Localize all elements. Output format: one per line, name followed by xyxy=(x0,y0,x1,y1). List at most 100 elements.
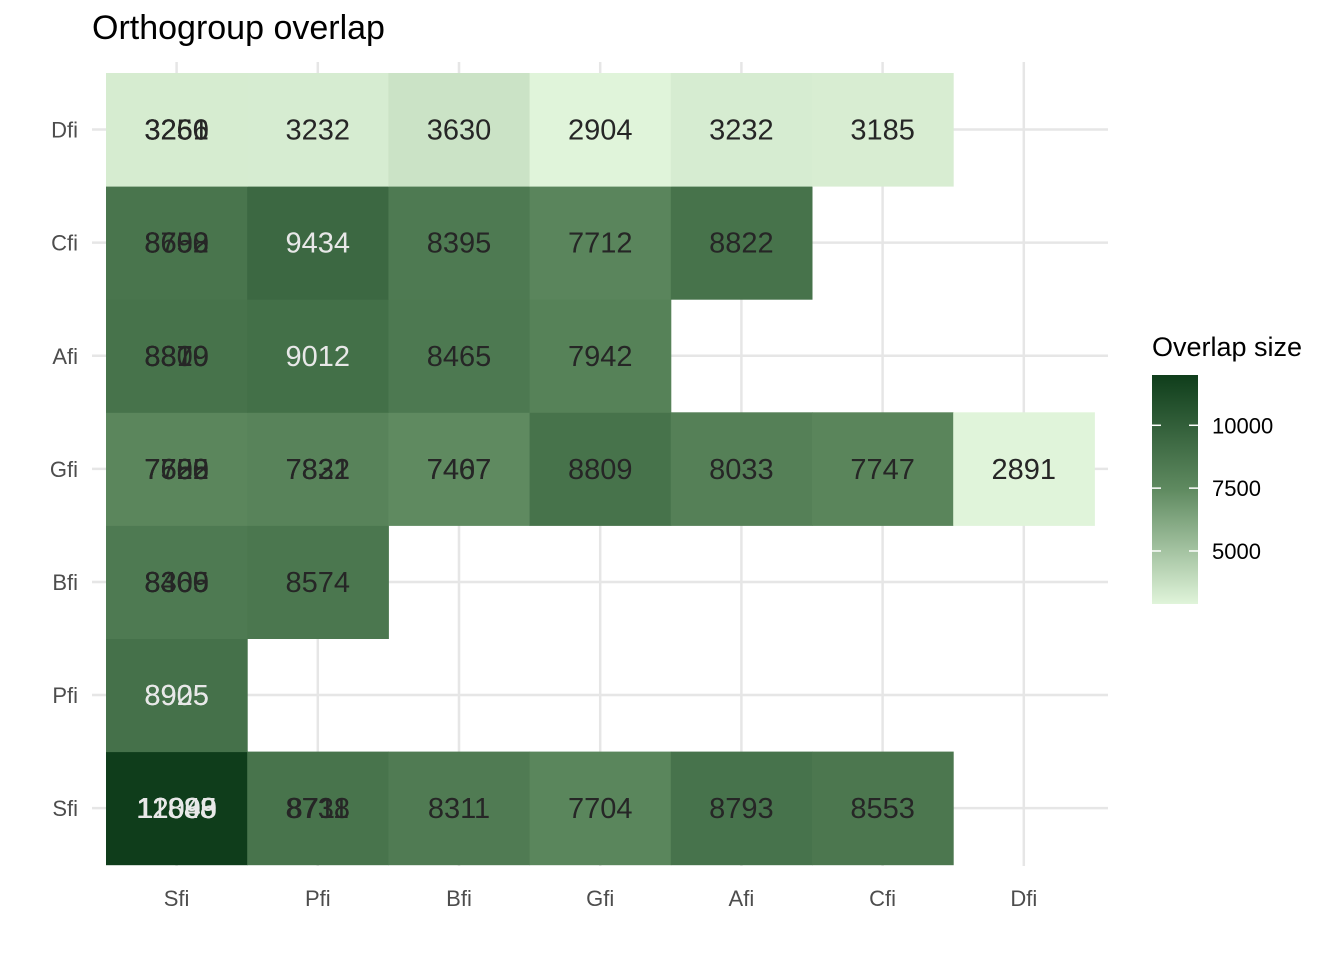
heatmap-cell xyxy=(529,412,672,526)
y-tick-label: Afi xyxy=(52,344,78,369)
heatmap-cell xyxy=(106,73,248,187)
heatmap-cell xyxy=(670,186,813,300)
heatmap-cell xyxy=(812,751,954,866)
cell-value-label: 8822 xyxy=(709,228,774,260)
cell-value-label: 8793 xyxy=(709,793,774,825)
legend-tick-label: 7500 xyxy=(1212,476,1261,501)
cell-value-label: 8309 xyxy=(144,567,209,599)
x-tick-label: Bfi xyxy=(446,886,472,911)
y-tick-label: Dfi xyxy=(51,118,78,143)
cell-value-label: 7832 xyxy=(286,454,351,486)
cell-value-label: 8395 xyxy=(427,228,492,260)
heatmap-cell xyxy=(106,751,248,866)
cell-value-label: 8400 xyxy=(144,567,209,599)
heatmap-cell xyxy=(670,751,813,866)
cell-value-label: 3185 xyxy=(850,115,915,147)
cell-value-label: 9434 xyxy=(286,228,351,260)
legend: Overlap size 5000 7500 10000 xyxy=(1152,332,1302,604)
x-axis: Sfi Pfi Bfi Gfi Afi Cfi Dfi xyxy=(164,886,1037,911)
heatmap-cell xyxy=(247,525,389,639)
cell-value-label: 8819 xyxy=(144,341,209,373)
heatmap-cell xyxy=(247,412,389,526)
cell-value-label: 3261 xyxy=(144,115,209,147)
cell-value-label: 12099 xyxy=(136,793,217,825)
cell-value-label: 7700 xyxy=(144,454,209,486)
y-axis: Sfi Pfi Bfi Gfi Afi Cfi Dfi xyxy=(50,118,78,822)
cell-value-label: 8711 xyxy=(287,793,349,825)
cell-value-label: 3630 xyxy=(427,115,492,147)
heatmap-cell xyxy=(529,73,672,187)
x-tick-label: Sfi xyxy=(164,886,190,911)
heatmap-cell xyxy=(388,186,531,300)
legend-tick-label: 10000 xyxy=(1212,413,1273,438)
heatmap-cell xyxy=(247,73,389,187)
y-tick-label: Sfi xyxy=(52,796,78,821)
cell-value-label: 8365 xyxy=(144,567,209,599)
heatmap-cell xyxy=(106,525,248,639)
x-tick-label: Gfi xyxy=(586,886,614,911)
cell-value-label: 2904 xyxy=(568,115,633,147)
legend-colorbar xyxy=(1152,375,1198,604)
heatmap-cell xyxy=(670,73,813,187)
cell-value-label: 7942 xyxy=(568,341,633,373)
x-tick-label: Dfi xyxy=(1010,886,1037,911)
heatmap-cell xyxy=(529,186,672,300)
heatmap-cell xyxy=(812,412,954,526)
cell-value-label: 7407 xyxy=(427,454,492,486)
cell-value-label: 7588 xyxy=(144,454,209,486)
cell-value-label: 2891 xyxy=(992,454,1057,486)
cell-value-label: 8738 xyxy=(286,793,351,825)
cell-value-label: 8465 xyxy=(427,341,492,373)
y-tick-label: Gfi xyxy=(50,457,78,482)
cell-value-label: 3266 xyxy=(144,115,209,147)
cell-value-label: 3250 xyxy=(144,115,209,147)
heatmap-cell xyxy=(812,73,954,187)
cell-value-label: 8809 xyxy=(568,454,633,486)
cell-value-label: 11888 xyxy=(137,793,216,825)
heatmap-cell xyxy=(529,299,672,413)
cell-value-label: 8658 xyxy=(144,228,209,260)
cell-value-label: 7622 xyxy=(144,454,209,486)
x-tick-label: Cfi xyxy=(869,886,896,911)
cell-value-label: 8692 xyxy=(144,228,209,260)
cell-value-label: 8905 xyxy=(144,680,209,712)
y-tick-label: Bfi xyxy=(52,570,78,595)
cell-value-label: 8311 xyxy=(428,793,490,825)
cell-value-label: 3232 xyxy=(286,115,351,147)
legend-tick-label: 5000 xyxy=(1212,539,1261,564)
x-tick-label: Afi xyxy=(729,886,755,911)
chart-title: Orthogroup overlap xyxy=(92,9,385,47)
cell-value-label: 12000 xyxy=(136,793,217,825)
heatmap-cell xyxy=(529,751,672,866)
heatmap-cell xyxy=(388,299,531,413)
cell-value-label: 7467 xyxy=(427,454,492,486)
cell-value-label: 9012 xyxy=(286,341,351,373)
cell-value-label: 8553 xyxy=(850,793,915,825)
cell-value-label: 8925 xyxy=(144,680,209,712)
x-tick-label: Pfi xyxy=(305,886,331,911)
heatmap-cell xyxy=(247,299,389,413)
legend-title: Overlap size xyxy=(1152,332,1302,362)
cell-value-label: 8879 xyxy=(144,341,209,373)
y-tick-label: Cfi xyxy=(51,231,78,256)
cells xyxy=(106,73,1095,866)
heatmap-cell xyxy=(106,638,248,753)
cell-value-label: 8574 xyxy=(286,567,351,599)
cell-value-label: 7747 xyxy=(850,454,915,486)
heatmap-cell xyxy=(388,412,531,526)
heatmap-cell xyxy=(106,412,248,526)
heatmap-cell xyxy=(388,73,531,187)
heatmap-cell xyxy=(670,412,813,526)
y-tick-label: Pfi xyxy=(52,683,78,708)
legend-ticks: 5000 7500 10000 xyxy=(1152,413,1273,564)
cell-value-label: 7704 xyxy=(568,793,633,825)
cell-value-label: 8033 xyxy=(709,454,774,486)
heatmap-cell xyxy=(247,751,389,866)
heatmap-cell xyxy=(247,186,389,300)
heatmap-cell xyxy=(106,186,248,300)
cell-value-label: 7821 xyxy=(286,454,351,486)
heatmap-cell xyxy=(106,299,248,413)
cell-value-label: 8800 xyxy=(144,341,209,373)
heatmap-cell xyxy=(953,412,1095,526)
